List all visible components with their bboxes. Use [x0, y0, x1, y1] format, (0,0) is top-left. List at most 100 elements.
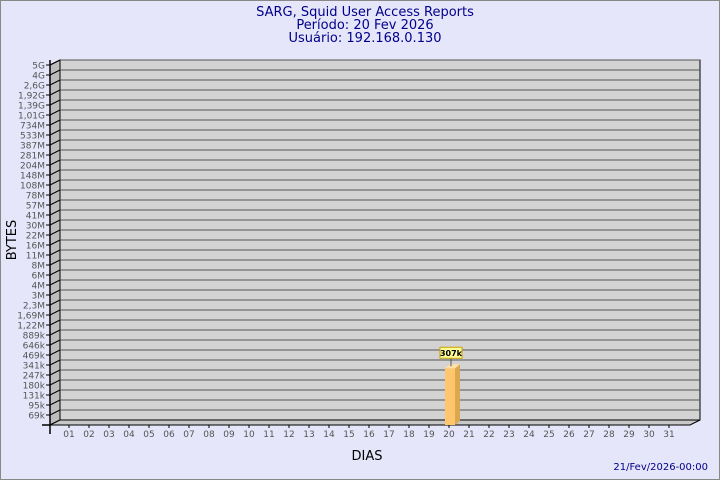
y-tick-label: 734M [20, 122, 45, 132]
x-tick-label: 20 [443, 430, 455, 440]
x-tick-label: 04 [123, 430, 135, 440]
gridline-diagonal [49, 359, 61, 366]
x-tick-label: 26 [563, 430, 575, 440]
y-tick-label: 1,22M [17, 322, 45, 332]
y-tick-label: 646k [23, 342, 46, 352]
x-tick-label: 30 [643, 430, 655, 440]
y-tick-label: 8M [32, 262, 46, 272]
y-tick-label: 4M [32, 282, 46, 292]
gridline-diagonal [49, 109, 61, 116]
gridline-diagonal [49, 269, 61, 276]
y-tick-label: 2,3M [23, 302, 45, 312]
y-tick-label: 41M [26, 212, 45, 222]
gridline-diagonal [49, 179, 61, 186]
y-tick-label: 6M [32, 272, 46, 282]
x-tick-label: 31 [663, 430, 674, 440]
generated-timestamp: 21/Fev/2026-00:00 [613, 462, 708, 473]
gridline-diagonal [49, 389, 61, 396]
bar-top [445, 364, 460, 369]
gridline-diagonal [49, 239, 61, 246]
plot-floor [49, 419, 701, 426]
gridline-diagonal [49, 69, 61, 76]
x-tick-label: 27 [583, 430, 594, 440]
y-tick-label: 2,6G [24, 82, 45, 92]
y-tick-label: 95k [28, 402, 45, 412]
y-tick-label: 533M [20, 132, 45, 142]
y-tick-label: 247k [23, 372, 46, 382]
x-tick-label: 03 [103, 430, 114, 440]
y-tick-label: 3M [32, 292, 46, 302]
y-tick-label: 30M [26, 222, 45, 232]
y-tick-label: 469k [23, 352, 46, 362]
bar-front [445, 368, 455, 425]
x-tick-label: 18 [403, 430, 415, 440]
gridline-diagonal [49, 309, 61, 316]
y-tick-label: 1,01G [18, 112, 45, 122]
x-tick-label: 19 [423, 430, 435, 440]
x-tick-label: 12 [283, 430, 294, 440]
y-tick-label: 204M [20, 162, 45, 172]
data-label-box [439, 346, 463, 359]
gridline-diagonal [49, 319, 61, 326]
data-label: 307k [440, 349, 463, 358]
x-axis-label: DIAS [352, 449, 383, 464]
y-tick-label: 131k [23, 392, 46, 402]
x-tick-label: 01 [63, 430, 74, 440]
x-tick-label: 05 [143, 430, 154, 440]
gridline-diagonal [49, 349, 61, 356]
x-tick-label: 13 [303, 430, 314, 440]
y-tick-label: 108M [20, 182, 45, 192]
y-tick-label: 22M [26, 232, 45, 242]
x-tick-label: 14 [323, 430, 335, 440]
gridline-diagonal [49, 399, 61, 406]
y-tick-label: 78M [26, 192, 45, 202]
x-tick-label: 06 [163, 430, 175, 440]
gridline-diagonal [49, 89, 61, 96]
y-tick-label: 889k [23, 332, 46, 342]
gridline-diagonal [49, 249, 61, 256]
x-tick-label: 16 [363, 430, 375, 440]
bar-side [455, 364, 460, 425]
gridline-diagonal [49, 279, 61, 286]
x-tick-label: 28 [603, 430, 615, 440]
y-tick-label: 341k [23, 362, 46, 372]
chart-period: Período: 20 Fev 2026 [296, 18, 433, 33]
gridline-diagonal [49, 229, 61, 236]
x-tick-label: 07 [183, 430, 194, 440]
y-tick-label: 4G [32, 72, 45, 82]
gridline-diagonal [49, 369, 61, 376]
x-tick-label: 23 [503, 430, 514, 440]
x-tick-label: 10 [243, 430, 255, 440]
gridline-diagonal [49, 199, 61, 206]
y-tick-label: 1,69M [17, 312, 45, 322]
y-tick-label: 11M [26, 252, 45, 262]
gridline-diagonal [49, 99, 61, 106]
x-tick-label: 24 [523, 430, 535, 440]
gridline-diagonal [49, 139, 61, 146]
gridline-diagonal [49, 189, 61, 196]
gridline-diagonal [49, 159, 61, 166]
gridline-diagonal [49, 129, 61, 136]
x-tick-label: 29 [623, 430, 635, 440]
gridline-diagonal [49, 149, 61, 156]
y-tick-label: 16M [26, 242, 45, 252]
gridline-diagonal [49, 289, 61, 296]
gridline-diagonal [49, 59, 61, 66]
y-tick-label: 5G [32, 62, 45, 72]
gridline-diagonal [49, 219, 61, 226]
y-tick-label: 1,39G [18, 102, 45, 112]
y-tick-label: 387M [20, 142, 45, 152]
x-tick-label: 25 [543, 430, 554, 440]
x-tick-label: 15 [343, 430, 354, 440]
chart-title: SARG, Squid User Access Reports [256, 5, 474, 20]
gridline-diagonal [49, 329, 61, 336]
y-tick-label: 57M [26, 202, 45, 212]
y-tick-label: 148M [20, 172, 45, 182]
x-tick-label: 08 [203, 430, 215, 440]
gridline-diagonal [49, 379, 61, 386]
y-tick-label: 69k [28, 412, 45, 422]
x-tick-label: 09 [223, 430, 235, 440]
y-axis-label: BYTES [5, 220, 20, 261]
y-tick-label: 1,92G [18, 92, 45, 102]
